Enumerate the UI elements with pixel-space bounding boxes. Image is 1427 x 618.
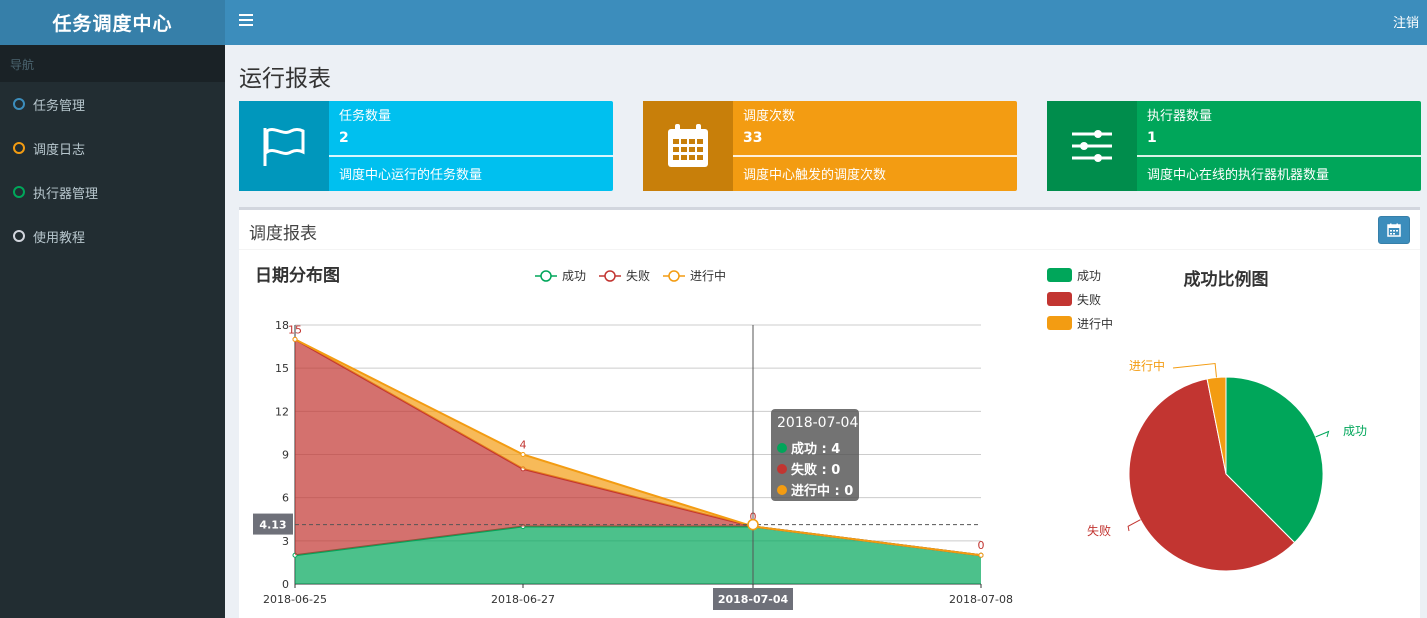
crosshair-x-label: 2018-07-04 [718,593,789,606]
pie-legend-label: 进行中 [1077,316,1113,331]
area-chart-title: 日期分布图 [255,265,340,286]
main-content: 运行报表 任务数量 2 调度中心运行的任务数量 调度次数 33 调度中心触发的调度次数 执行… [225,45,1427,618]
legend-marker [540,270,552,282]
data-label: 4 [520,439,527,452]
info-box-value: 33 [743,130,763,146]
area-1 [295,339,981,556]
pie-label-line [1127,519,1141,532]
sidebar-item-label: 使用教程 [33,230,86,246]
legend-marker [668,270,680,282]
sidebar-item-1[interactable]: 调度日志 [0,126,225,170]
sidebar-item-label: 任务管理 [33,98,86,114]
legend-label: 进行中 [690,268,726,283]
circle-icon [13,142,25,154]
y-tick-label: 6 [282,492,289,505]
data-point [520,452,526,457]
progress-bar [1137,155,1421,157]
report-charts[interactable]: 日期分布图0369121518154002018-06-252018-06-27… [239,250,1420,618]
sidebar-item-label: 调度日志 [33,142,86,158]
x-tick-label: 2018-06-25 [263,593,327,606]
sidebar-item-0[interactable]: 任务管理 [0,82,225,126]
pie-legend-label: 失败 [1077,292,1101,307]
pie-legend-swatch [1047,268,1072,282]
info-box-label: 执行器数量 [1147,109,1213,124]
y-tick-label: 3 [282,535,289,548]
y-tick-label: 0 [282,578,289,591]
crosshair-y-label: 4.13 [259,519,286,532]
page-title: 运行报表 [239,66,331,92]
report-box: 调度报表 日期分布图0369121518154002018-06-252018-… [239,207,1420,618]
data-label: 15 [288,323,302,336]
sidebar-item-3[interactable]: 使用教程 [0,214,225,258]
y-tick-label: 15 [275,362,289,375]
x-tick-label: 2018-07-08 [949,593,1013,606]
data-label: 0 [978,539,985,552]
flag-icon [239,101,329,191]
sliders-icon [1047,101,1137,191]
sidebar-item-label: 执行器管理 [33,186,99,202]
tooltip-title: 2018-07-04 [777,415,858,431]
crosshair-y-badge [253,513,293,535]
sidebar: 导航 任务管理调度日志执行器管理使用教程 [0,45,225,618]
info-box-value: 2 [339,130,349,146]
info-box-label: 调度次数 [743,109,796,124]
circle-icon [13,230,25,242]
series-line-2 [294,338,982,557]
report-title: 调度报表 [239,210,1420,250]
progress-bar [733,155,1017,157]
info-box-description: 调度中心运行的任务数量 [339,168,483,183]
y-tick-label: 18 [275,319,289,332]
info-box-0: 任务数量 2 调度中心运行的任务数量 [239,101,613,191]
menu-toggle-icon[interactable] [239,14,253,28]
y-tick-label: 12 [275,405,289,418]
calendar-icon [1387,223,1401,237]
x-tick-label: 2018-06-27 [491,593,555,606]
hover-point [747,518,759,531]
area-0 [295,526,981,584]
nav-header: 导航 [0,45,225,82]
pie-label-line [1172,362,1217,378]
pie-slice-2 [1206,376,1227,475]
calendar-icon [643,101,733,191]
circle-icon [13,98,25,110]
legend-marker [604,270,616,282]
info-box-description: 调度中心触发的调度次数 [743,168,887,183]
pie-slice-label: 进行中 [1129,358,1165,373]
pie-slice-1 [1128,378,1296,572]
y-tick-label: 9 [282,449,289,462]
tooltip-marker [777,464,787,474]
top-navbar: 注销 [225,0,1427,45]
pie-label-line [1315,430,1330,438]
pie-chart-title: 成功比例图 [1184,269,1269,290]
info-box-2: 执行器数量 1 调度中心在线的执行器机器数量 [1047,101,1421,191]
tooltip-marker [777,485,787,495]
info-box-1: 调度次数 33 调度中心触发的调度次数 [643,101,1017,191]
tooltip-box [771,409,859,501]
pie-slice-label: 成功 [1343,424,1367,438]
date-filter-button[interactable] [1378,216,1410,244]
tooltip-row: 进行中 : 0 [791,483,853,499]
data-point [978,552,984,558]
tooltip-row: 失败 : 0 [791,462,840,478]
tooltip-row: 成功 : 4 [791,441,840,457]
info-box-value: 1 [1147,130,1157,146]
pie-slice-label: 失败 [1087,523,1111,538]
sidebar-item-2[interactable]: 执行器管理 [0,170,225,214]
legend-label: 成功 [562,269,586,283]
info-box-label: 任务数量 [339,109,392,124]
legend-label: 失败 [626,268,650,283]
pie-legend-swatch [1047,292,1072,306]
progress-bar [329,155,613,157]
info-box-description: 调度中心在线的执行器机器数量 [1147,168,1330,183]
chart-area: 日期分布图0369121518154002018-06-252018-06-27… [239,250,1420,618]
pie-legend-swatch [1047,316,1072,330]
tooltip-marker [777,443,787,453]
logout-link[interactable]: 注销 [1392,16,1419,31]
pie-legend-label: 成功 [1077,269,1101,283]
app-logo[interactable]: 任务调度中心 [0,0,225,45]
data-point [292,336,298,342]
circle-icon [13,186,25,198]
crosshair-x-badge [713,588,793,610]
